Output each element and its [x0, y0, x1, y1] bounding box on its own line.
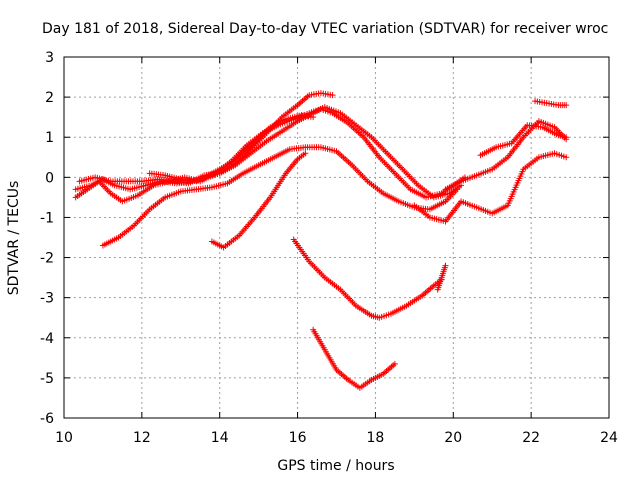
y-tick-label: 3 [45, 50, 54, 66]
x-tick-label: 16 [289, 430, 307, 446]
x-tick-label: 24 [600, 430, 618, 446]
y-tick-label: -5 [40, 371, 54, 387]
y-tick-label: 1 [45, 130, 54, 146]
series-line [312, 329, 396, 389]
series-arc-9 [411, 150, 570, 225]
series-group [72, 90, 570, 391]
chart-title: Day 181 of 2018, Sidereal Day-to-day VTE… [42, 21, 608, 37]
series-arc-11 [442, 118, 570, 193]
data-point [563, 136, 570, 143]
x-axis: 10 12 14 16 18 20 22 24 [55, 57, 618, 446]
series-arc-13 [434, 262, 449, 293]
data-point [442, 262, 449, 269]
y-tick-label: -1 [40, 210, 54, 226]
y-tick-label: -3 [40, 291, 54, 307]
data-point [302, 150, 309, 157]
y-tick-label: -6 [40, 411, 54, 427]
x-axis-label: GPS time / hours [277, 458, 394, 474]
y-axis-label: SDTVAR / TECUs [6, 181, 22, 296]
x-tick-label: 12 [133, 430, 151, 446]
x-tick-label: 14 [211, 430, 229, 446]
series-line [75, 106, 462, 203]
data-point [563, 102, 570, 109]
x-tick-label: 10 [55, 430, 73, 446]
series-arc-4 [99, 144, 461, 249]
x-tick-label: 20 [444, 430, 462, 446]
data-point [454, 186, 461, 193]
x-tick-label: 22 [522, 430, 540, 446]
y-tick-label: -4 [40, 331, 54, 347]
series-line [293, 239, 442, 319]
series-arc-5 [146, 112, 317, 185]
series-arc-1 [76, 106, 468, 201]
x-tick-label: 18 [367, 430, 385, 446]
series-line [102, 146, 458, 247]
series-line [480, 124, 567, 156]
plot-frame [63, 56, 610, 419]
series-arc-7 [290, 236, 445, 321]
y-tick-label: 2 [45, 90, 54, 106]
series-arc-8 [310, 326, 398, 391]
data-point [563, 154, 570, 161]
y-axis: -6 -5 -4 -3 -2 -1 0 1 2 3 [40, 50, 609, 427]
data-point [391, 360, 398, 367]
data-point [329, 92, 336, 99]
y-tick-label: 0 [45, 170, 54, 186]
series-arc-6 [208, 150, 309, 251]
series-arc-12 [532, 98, 570, 109]
series-arc-10 [477, 122, 570, 159]
y-tick-label: -2 [40, 251, 54, 267]
data-point [310, 114, 317, 121]
